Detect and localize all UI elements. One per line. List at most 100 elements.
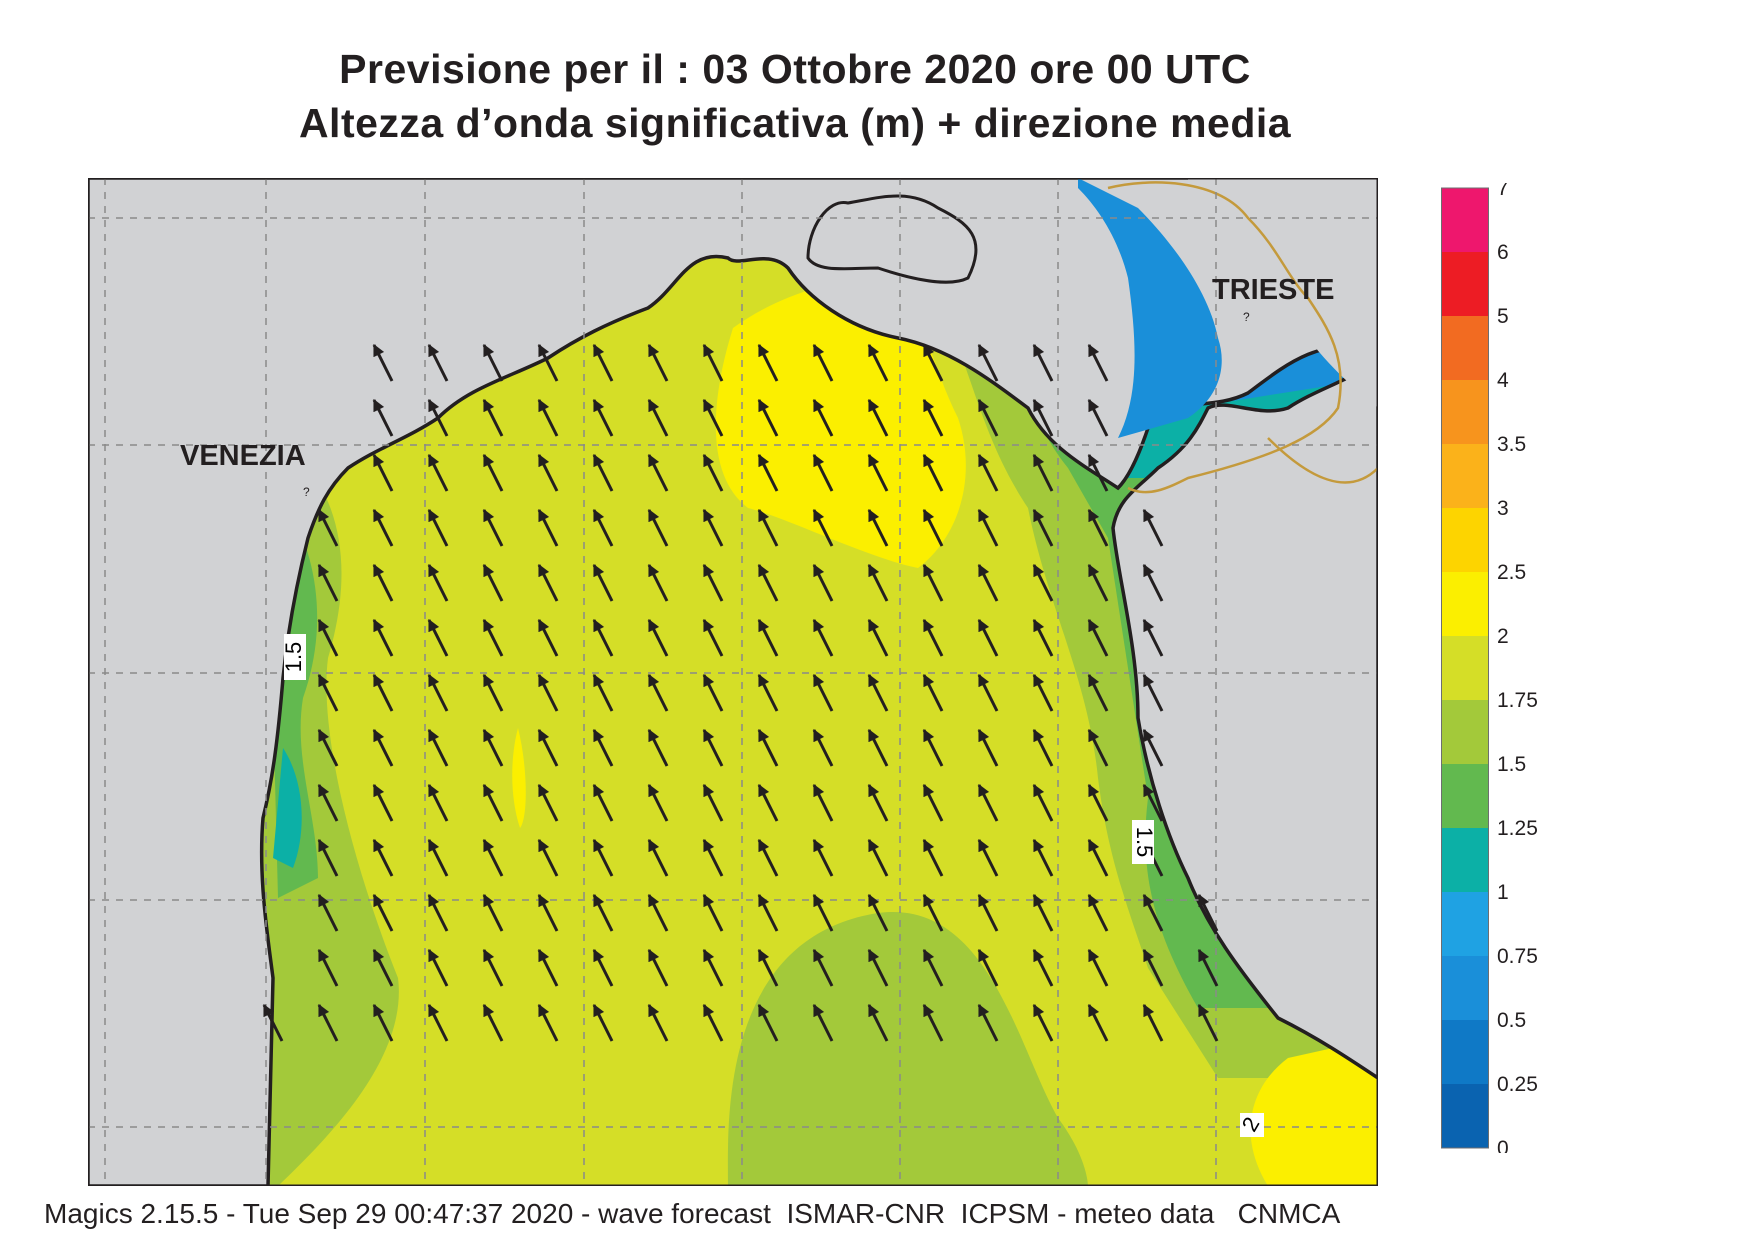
direction-arrow — [537, 398, 559, 437]
direction-arrow — [757, 453, 779, 492]
direction-arrow — [647, 508, 669, 547]
direction-arrow — [922, 398, 944, 437]
direction-arrow — [262, 1003, 284, 1042]
colorbar-swatch — [1441, 188, 1488, 252]
direction-arrow — [812, 453, 834, 492]
direction-arrow — [372, 618, 394, 657]
direction-arrow — [1087, 783, 1109, 822]
direction-arrow — [372, 783, 394, 822]
direction-arrow — [757, 893, 779, 932]
direction-arrow — [537, 618, 559, 657]
direction-arrow — [757, 673, 779, 712]
direction-arrow — [482, 618, 504, 657]
direction-arrow — [647, 563, 669, 602]
direction-arrow — [922, 1003, 944, 1042]
direction-arrow — [977, 728, 999, 767]
direction-arrow — [537, 343, 559, 382]
direction-arrow — [977, 838, 999, 877]
national-border — [1107, 181, 1378, 494]
direction-arrow — [372, 728, 394, 767]
direction-arrow — [317, 1003, 339, 1042]
direction-arrow — [1142, 673, 1164, 712]
colorbar-swatch — [1441, 764, 1488, 828]
direction-arrow — [702, 618, 724, 657]
direction-arrow — [1087, 673, 1109, 712]
direction-arrow — [592, 783, 614, 822]
land-istria — [1188, 178, 1378, 408]
direction-arrow — [1142, 783, 1164, 822]
colorbar-level-label: 3.5 — [1497, 433, 1526, 456]
direction-arrow — [867, 453, 889, 492]
direction-arrow — [1032, 1003, 1054, 1042]
direction-arrow — [592, 728, 614, 767]
direction-arrow — [1032, 893, 1054, 932]
direction-arrow — [592, 563, 614, 602]
colorbar-level-label: 1.5 — [1497, 753, 1526, 776]
direction-arrow — [812, 508, 834, 547]
direction-arrow — [427, 508, 449, 547]
contour-label-southeast: 2 — [1237, 1113, 1264, 1137]
direction-arrow — [867, 563, 889, 602]
direction-arrow — [757, 398, 779, 437]
direction-arrow — [922, 343, 944, 382]
direction-arrow — [812, 618, 834, 657]
direction-arrow — [482, 453, 504, 492]
direction-arrow — [482, 343, 504, 382]
direction-arrow — [647, 783, 669, 822]
direction-arrow — [757, 343, 779, 382]
land-east-coast — [1111, 355, 1378, 1081]
direction-arrow — [812, 838, 834, 877]
direction-arrow — [757, 618, 779, 657]
direction-arrow — [867, 398, 889, 437]
direction-arrow — [1032, 453, 1054, 492]
direction-arrow — [922, 783, 944, 822]
colorbar-level-label: 0.25 — [1497, 1073, 1538, 1096]
direction-arrow — [482, 893, 504, 932]
direction-arrow — [702, 728, 724, 767]
direction-arrow — [317, 783, 339, 822]
direction-arrow — [1142, 893, 1164, 932]
colorbar-swatch — [1441, 828, 1488, 892]
direction-arrow — [702, 948, 724, 987]
direction-arrow — [812, 893, 834, 932]
direction-arrow — [482, 563, 504, 602]
direction-arrow — [317, 728, 339, 767]
band-2-north — [715, 280, 966, 568]
direction-arrow — [867, 618, 889, 657]
direction-arrow — [1032, 563, 1054, 602]
direction-arrow — [592, 453, 614, 492]
direction-arrow — [702, 508, 724, 547]
direction-arrow — [647, 398, 669, 437]
direction-arrow — [1032, 343, 1054, 382]
direction-arrow — [482, 948, 504, 987]
colorbar-swatch — [1441, 572, 1488, 636]
direction-arrow — [317, 893, 339, 932]
direction-arrow — [592, 948, 614, 987]
direction-arrow — [867, 893, 889, 932]
map-frame — [88, 178, 1378, 1186]
colorbar-level-label: 7 — [1497, 183, 1509, 200]
direction-arrow — [482, 1003, 504, 1042]
direction-arrow — [812, 343, 834, 382]
direction-arrow — [647, 893, 669, 932]
direction-arrow — [1087, 343, 1109, 382]
direction-arrow — [867, 728, 889, 767]
city-label-trieste: TRIESTE — [1212, 274, 1334, 306]
direction-arrow — [537, 453, 559, 492]
direction-arrow — [427, 453, 449, 492]
point-marker-trieste: ? — [1243, 310, 1250, 324]
direction-arrow — [372, 838, 394, 877]
direction-arrow — [592, 673, 614, 712]
direction-arrow — [812, 673, 834, 712]
direction-arrow — [592, 398, 614, 437]
footer-credits: Magics 2.15.5 - Tue Sep 29 00:47:37 2020… — [44, 1198, 1341, 1229]
direction-arrow — [1142, 728, 1164, 767]
direction-arrow — [1087, 563, 1109, 602]
direction-arrow — [922, 728, 944, 767]
direction-arrow — [702, 1003, 724, 1042]
direction-arrow — [592, 893, 614, 932]
direction-arrow — [867, 948, 889, 987]
direction-arrow — [757, 563, 779, 602]
colorbar-legend: 0 0.25 0.5 0.75 1 1.25 1.5 1.75 2 2.5 3 3.5 4 5 6 7 — [1441, 183, 1538, 1153]
direction-arrow — [1142, 618, 1164, 657]
